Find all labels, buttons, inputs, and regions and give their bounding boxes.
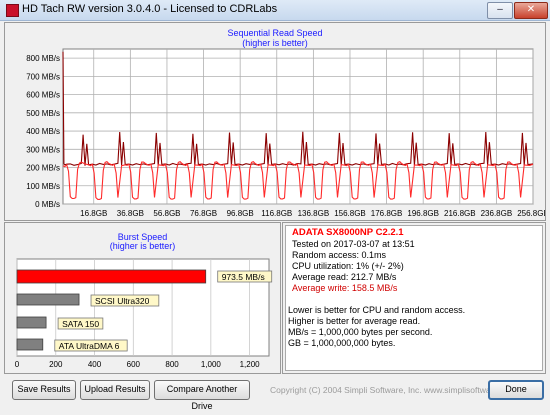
note-read: Higher is better for average read.	[288, 316, 421, 326]
seq-y-tick-label: 0 MB/s	[35, 200, 60, 209]
seq-y-tick-label: 300 MB/s	[26, 145, 60, 154]
seq-y-tick-label: 400 MB/s	[26, 127, 60, 136]
burst-bar-label: SATA 150	[62, 319, 99, 329]
burst-x-tick-label: 1,000	[201, 360, 222, 369]
burst-bar-label: ATA UltraDMA 6	[59, 341, 120, 351]
results-info-panel: ADATA SX8000NP C2.2.1 Tested on 2017-03-…	[282, 222, 546, 374]
save-results-button[interactable]: Save Results	[12, 380, 76, 400]
title-bar[interactable]: HD Tach RW version 3.0.4.0 - Licensed to…	[0, 0, 550, 21]
burst-x-tick-label: 200	[49, 360, 63, 369]
seq-y-tick-label: 800 MB/s	[26, 54, 60, 63]
burst-x-tick-label: 0	[15, 360, 20, 369]
burst-bar	[16, 316, 47, 329]
seq-x-tick-label: 136.8GB	[298, 209, 330, 218]
burst-bar	[16, 338, 44, 351]
seq-chart-subtitle: (higher is better)	[242, 38, 308, 48]
seq-x-tick-label: 76.8GB	[190, 209, 217, 218]
seq-chart-title: Sequential Read Speed	[227, 28, 323, 38]
done-button[interactable]: Done	[488, 380, 544, 400]
note-gb: GB = 1,000,000,000 bytes.	[288, 338, 396, 348]
drive-name: ADATA SX8000NP C2.2.1	[292, 227, 404, 238]
app-icon	[6, 4, 19, 17]
seq-series-read	[62, 51, 534, 166]
burst-x-tick-label: 600	[127, 360, 141, 369]
burst-speed-panel: Burst Speed (higher is better) 0 200 400 60…	[4, 222, 281, 374]
seq-x-tick-label: 16.8GB	[80, 209, 107, 218]
seq-y-tick-label: 600 MB/s	[26, 91, 60, 100]
seq-plot-area	[62, 48, 534, 205]
burst-bar-label-box	[57, 317, 104, 330]
sequential-read-panel: Sequential Read Speed (higher is better)…	[4, 22, 546, 221]
minimize-icon[interactable]: –	[487, 2, 513, 19]
seq-x-tick-label: 116.8GB	[261, 209, 292, 218]
upload-results-button[interactable]: Upload Results	[80, 380, 150, 400]
seq-x-tick-label: 176.8GB	[371, 209, 403, 218]
burst-x-tick-label: 1,200	[240, 360, 261, 369]
seq-x-tick-label: 236.8GB	[481, 209, 513, 218]
burst-speed-chart: 0 200 400 600 800 1,000 1,200 973.5 MB/s SCSI Ul…	[15, 258, 273, 369]
sequential-read-chart: 800 MB/s 700 MB/s 600 MB/s 500 MB/s 400 MB/s…	[26, 48, 545, 218]
seq-series-write	[62, 161, 534, 200]
average-read: Average read: 212.7 MB/s	[292, 272, 397, 282]
seq-x-tick-label: 216.8GB	[444, 209, 476, 218]
compare-drive-button[interactable]: Compare Another Drive	[154, 380, 250, 411]
seq-x-tick-label: 36.8GB	[117, 209, 144, 218]
burst-bar-label-box	[217, 270, 273, 283]
burst-x-tick-label: 800	[165, 360, 179, 369]
seq-y-tick-label: 100 MB/s	[26, 182, 60, 191]
copyright-footer: Copyright (C) 2004 Simpli Software, Inc.…	[270, 385, 517, 395]
burst-bar-label: 973.5 MB/s	[222, 272, 265, 282]
seq-y-tick-label: 200 MB/s	[26, 164, 60, 173]
tested-date: Tested on 2017-03-07 at 13:51	[292, 239, 415, 249]
burst-bar-label-box	[54, 339, 128, 352]
note-mbs: MB/s = 1,000,000 bytes per second.	[288, 327, 433, 337]
seq-x-tick-label: 156.8GB	[334, 209, 366, 218]
seq-x-tick-label: 196.8GB	[407, 209, 439, 218]
burst-bar-label-box	[90, 294, 160, 307]
seq-x-tick-label: 96.8GB	[227, 209, 254, 218]
window-title: HD Tach RW version 3.0.4.0 - Licensed to…	[22, 3, 278, 15]
burst-chart-subtitle: (higher is better)	[109, 241, 176, 251]
burst-bar	[16, 269, 207, 284]
random-access: Random access: 0.1ms	[292, 250, 387, 260]
burst-bar-label: SCSI Ultra320	[95, 296, 150, 306]
close-icon[interactable]: ✕	[514, 2, 548, 19]
note-cpu: Lower is better for CPU and random acces…	[288, 305, 466, 315]
cpu-utilization: CPU utilization: 1% (+/- 2%)	[292, 261, 404, 271]
seq-y-tick-label: 500 MB/s	[26, 109, 60, 118]
burst-bar	[16, 293, 80, 306]
seq-y-tick-label: 700 MB/s	[26, 72, 60, 81]
results-text-box: ADATA SX8000NP C2.2.1 Tested on 2017-03-…	[285, 225, 543, 371]
burst-x-tick-label: 400	[88, 360, 102, 369]
burst-chart-title: Burst Speed	[117, 232, 168, 242]
seq-x-tick-label: 56.8GB	[153, 209, 180, 218]
average-write: Average write: 158.5 MB/s	[292, 283, 398, 293]
seq-x-tick-label: 256.8GB	[517, 209, 545, 218]
